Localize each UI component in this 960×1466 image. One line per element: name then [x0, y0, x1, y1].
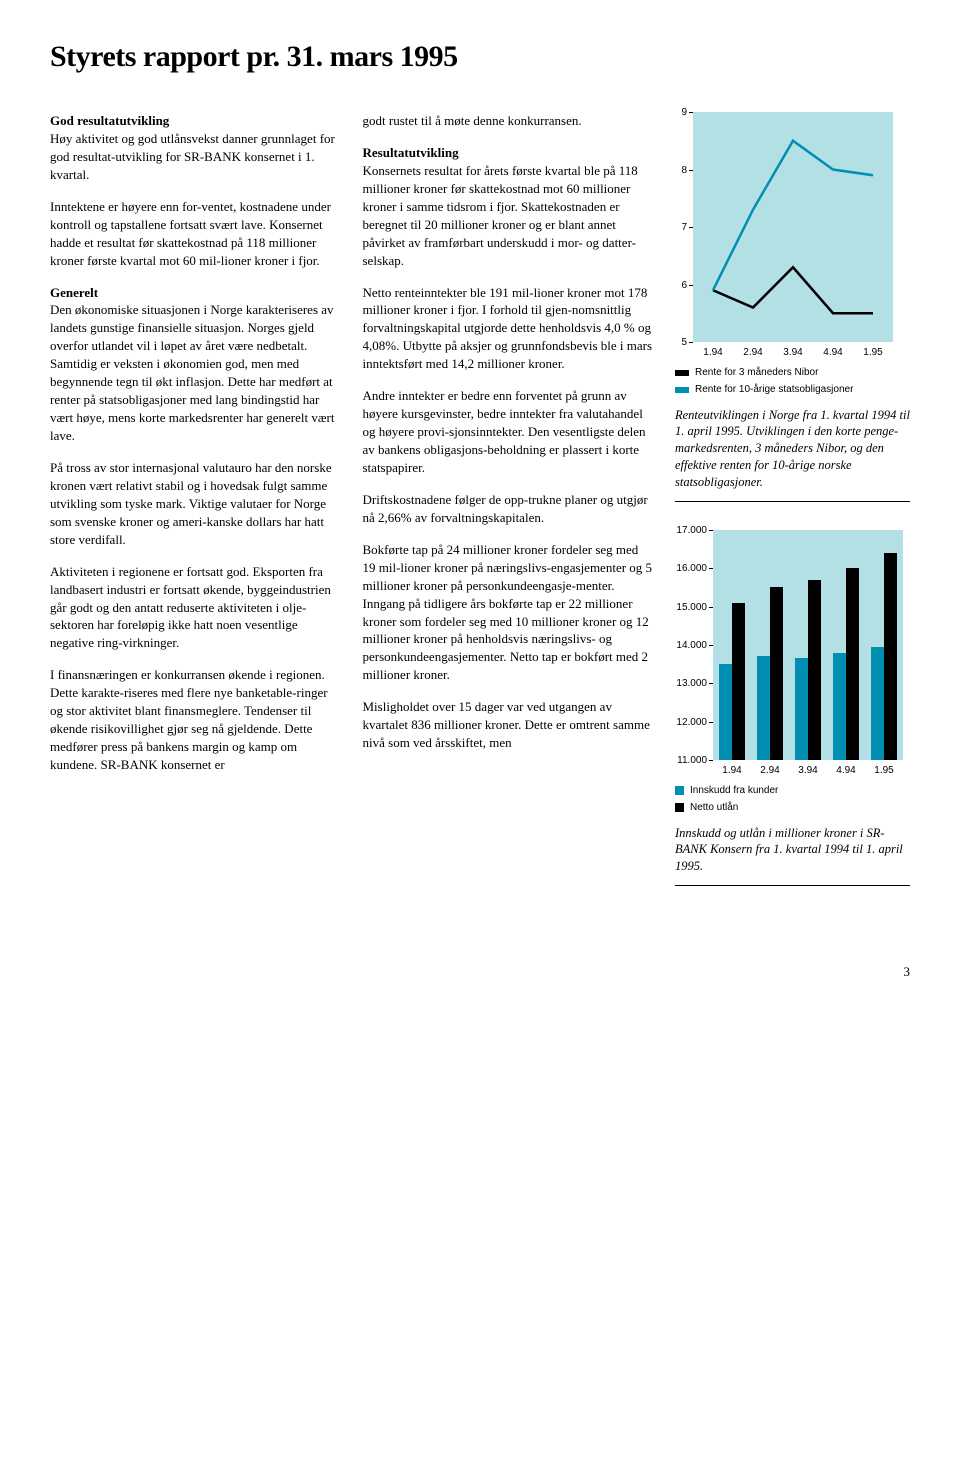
body-text: I finansnæringen er konkurransen økende …	[50, 666, 341, 774]
x-tick-label: 1.94	[698, 346, 728, 360]
page-number: 3	[50, 964, 910, 980]
y-tick-label: 17.000	[675, 524, 707, 538]
legend-swatch	[675, 387, 689, 393]
column-charts: 567891.942.943.944.941.95 Rente for 3 må…	[675, 112, 910, 914]
y-tick-label: 16.000	[675, 562, 707, 576]
line-chart-legend: Rente for 3 måneders Nibor Rente for 10-å…	[675, 366, 910, 397]
bar	[833, 653, 846, 760]
y-tick-label: 14.000	[675, 639, 707, 653]
body-text: På tross av stor internasjonal valutauro…	[50, 459, 341, 549]
bar	[871, 647, 884, 760]
line-chart-caption: Renteutviklingen i Norge fra 1. kvartal …	[675, 407, 910, 502]
section-heading: God resultatutvikling Høy aktivitet og go…	[50, 112, 341, 184]
body-text: Inntektene er høyere enn for-ventet, kos…	[50, 198, 341, 270]
legend-swatch	[675, 803, 684, 812]
body-text: Høy aktivitet og god utlånsvekst danner …	[50, 131, 335, 182]
section-block: Resultatutvikling Konsernets resultat for…	[363, 144, 654, 270]
heading-text: Generelt	[50, 285, 98, 300]
legend-label: Rente for 10-årige statsobligasjoner	[695, 383, 853, 397]
bar	[757, 656, 770, 760]
main-columns: God resultatutvikling Høy aktivitet og go…	[50, 112, 910, 914]
legend-label: Innskudd fra kunder	[690, 784, 778, 798]
x-tick-label: 1.95	[869, 764, 899, 778]
bar	[808, 580, 821, 760]
bar	[719, 664, 732, 760]
body-text: Misligholdet over 15 dager var ved utgan…	[363, 698, 654, 752]
x-tick-label: 4.94	[818, 346, 848, 360]
legend-item: Rente for 10-årige statsobligasjoner	[675, 383, 910, 397]
bar-chart-legend: Innskudd fra kunder Netto utlån	[675, 784, 910, 815]
x-tick-label: 2.94	[755, 764, 785, 778]
line-series	[713, 267, 873, 313]
body-text: Den økonomiske situasjonen i Norge karak…	[50, 302, 334, 443]
bar-chart-caption: Innskudd og utlån i millioner kroner i S…	[675, 825, 910, 887]
body-text: Bokførte tap på 24 millioner kroner ford…	[363, 541, 654, 685]
section-block: Generelt Den økonomiske situasjonen i Nor…	[50, 284, 341, 445]
heading-text: Resultatutvikling	[363, 145, 459, 160]
bar-chart: 11.00012.00013.00014.00015.00016.00017.0…	[675, 530, 903, 778]
y-tick-label: 13.000	[675, 677, 707, 691]
bar	[846, 568, 859, 760]
legend-swatch	[675, 786, 684, 795]
x-tick-label: 1.95	[858, 346, 888, 360]
y-tick-label: 12.000	[675, 716, 707, 730]
legend-label: Rente for 3 måneders Nibor	[695, 366, 818, 380]
bar	[732, 603, 745, 760]
line-chart: 567891.942.943.944.941.95	[675, 112, 893, 360]
column-1: God resultatutvikling Høy aktivitet og go…	[50, 112, 341, 914]
legend-label: Netto utlån	[690, 801, 738, 815]
page-title: Styrets rapport pr. 31. mars 1995	[50, 40, 910, 74]
body-text: Aktiviteten i regionene er fortsatt god.…	[50, 563, 341, 653]
body-text: Netto renteinntekter ble 191 mil-lioner …	[363, 284, 654, 374]
y-tick-label: 11.000	[675, 754, 707, 768]
x-tick-label: 1.94	[717, 764, 747, 778]
body-text: godt rustet til å møte denne konkurranse…	[363, 112, 654, 130]
x-tick-label: 2.94	[738, 346, 768, 360]
y-tick-label: 15.000	[675, 601, 707, 615]
bar	[770, 587, 783, 760]
body-text: Driftskostnadene følger de opp-trukne pl…	[363, 491, 654, 527]
bar	[884, 553, 897, 760]
legend-item: Innskudd fra kunder	[675, 784, 910, 798]
heading-text: God resultatutvikling	[50, 113, 169, 128]
column-2: godt rustet til å møte denne konkurranse…	[363, 112, 654, 914]
legend-item: Netto utlån	[675, 801, 910, 815]
x-tick-label: 4.94	[831, 764, 861, 778]
body-text: Andre inntekter er bedre enn forventet p…	[363, 387, 654, 477]
x-tick-label: 3.94	[778, 346, 808, 360]
legend-swatch	[675, 370, 689, 376]
x-tick-label: 3.94	[793, 764, 823, 778]
line-chart-block: 567891.942.943.944.941.95 Rente for 3 må…	[675, 112, 910, 502]
body-text: Konsernets resultat for årets første kva…	[363, 163, 638, 268]
legend-item: Rente for 3 måneders Nibor	[675, 366, 910, 380]
bar-chart-block: 11.00012.00013.00014.00015.00016.00017.0…	[675, 530, 910, 886]
bar	[795, 658, 808, 760]
